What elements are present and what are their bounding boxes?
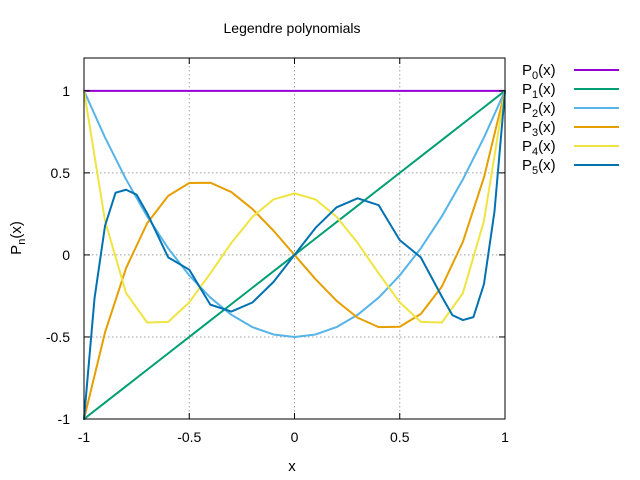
- y-tick-label: -1: [58, 411, 71, 427]
- series-line-p4: [83, 89, 506, 324]
- x-tick-label: 1: [501, 429, 509, 445]
- axis-ticks: -1 -0.5 0 0.5 1 -1 -0.5 0 0.5 1: [46, 58, 509, 445]
- x-tick-label: 0.5: [390, 429, 410, 445]
- legend-label-p4: P4(x): [522, 138, 556, 158]
- series-line-p5: [83, 89, 506, 420]
- x-tick-label: -0.5: [177, 429, 201, 445]
- legend-label-p3: P3(x): [522, 119, 556, 139]
- series-lines: [83, 89, 506, 420]
- x-tick-label: 0: [291, 429, 299, 445]
- y-tick-label: 0.5: [51, 165, 71, 181]
- x-tick-label: -1: [78, 429, 91, 445]
- y-axis-label-suffix: (x): [8, 221, 25, 239]
- x-axis-label: x: [288, 458, 296, 475]
- legend: P0(x)P1(x)P2(x)P3(x)P4(x)P5(x): [522, 62, 619, 177]
- legend-label-p5: P5(x): [522, 157, 556, 177]
- y-tick-label: 0: [62, 247, 70, 263]
- y-tick-label: 1: [62, 83, 70, 99]
- y-tick-label: -0.5: [46, 329, 70, 345]
- legend-label-p0: P0(x): [522, 62, 556, 82]
- legend-label-p1: P1(x): [522, 81, 556, 101]
- legend-label-p2: P2(x): [522, 100, 556, 120]
- y-axis-label-base: P: [8, 245, 25, 255]
- chart-title: Legendre polynomials: [224, 20, 361, 36]
- y-axis-label: Pn(x): [8, 221, 28, 255]
- grid: [84, 58, 505, 419]
- y-axis-label-sub: n: [16, 239, 28, 245]
